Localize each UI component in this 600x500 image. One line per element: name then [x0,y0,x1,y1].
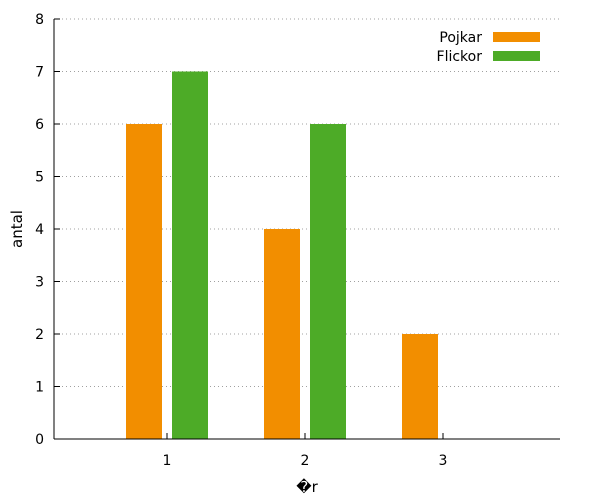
y-tick-label: 4 [35,222,44,238]
y-tick-label: 6 [35,117,44,133]
y-tick-label: 0 [35,432,44,448]
x-tick-label: 3 [439,453,448,469]
y-tick-label: 2 [35,327,44,343]
x-axis-title: �r [296,478,318,496]
bar-pojkar-2 [264,229,300,439]
bar-flickor-2 [310,124,346,439]
legend-label-pojkar: Pojkar [439,30,482,46]
y-tick-label: 8 [35,12,44,28]
y-tick-label: 3 [35,275,44,291]
legend-swatch-pojkar [493,32,540,42]
bars [126,71,438,439]
bar-pojkar-3 [402,334,438,439]
x-ticks: 1 2 3 [163,433,448,469]
y-axis-title: antal [8,210,26,248]
y-tick-label: 1 [35,380,44,396]
x-tick-label: 2 [301,453,310,469]
legend-label-flickor: Flickor [437,49,483,65]
y-tick-label: 7 [35,65,44,81]
bar-pojkar-1 [126,124,162,439]
bar-flickor-1 [172,71,208,439]
x-tick-label: 1 [163,453,172,469]
y-ticks: 0 1 2 3 4 5 6 7 8 [35,12,60,448]
y-tick-label: 5 [35,170,44,186]
legend-swatch-flickor [493,51,540,61]
legend: Pojkar Flickor [437,30,540,65]
